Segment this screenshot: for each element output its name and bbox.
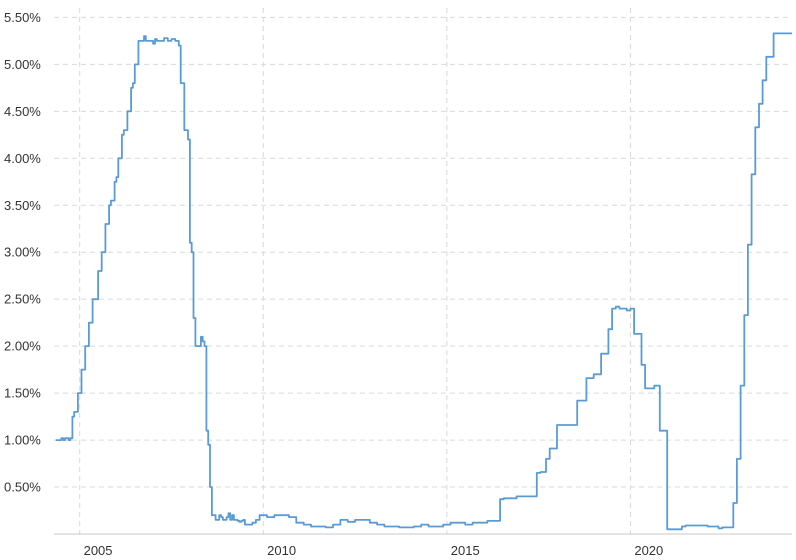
y-tick-label: 5.00% [4,57,41,72]
grid-lines [54,8,792,534]
y-tick-label: 2.00% [4,339,41,354]
y-tick-label: 4.50% [4,104,41,119]
y-tick-label: 2.50% [4,292,41,307]
y-axis-ticks: 0.50% 1.00% 1.50% 2.00% 2.50% 3.00% 3.50% 4.00%… [4,10,41,495]
x-tick-label: 2020 [634,543,663,558]
x-tick-label: 2010 [267,543,296,558]
y-tick-label: 1.00% [4,433,41,448]
y-tick-label: 5.50% [4,10,41,25]
y-tick-label: 1.50% [4,386,41,401]
x-tick-label: 2005 [84,543,113,558]
series-group [55,32,792,531]
y-tick-label: 3.50% [4,198,41,213]
x-tick-label: 2015 [451,543,480,558]
x-axis-ticks: 2005 2010 2015 2020 [84,543,664,558]
y-tick-label: 0.50% [4,480,41,495]
series-line-0 [55,32,792,531]
y-tick-label: 4.00% [4,151,41,166]
y-tick-label: 3.00% [4,245,41,260]
